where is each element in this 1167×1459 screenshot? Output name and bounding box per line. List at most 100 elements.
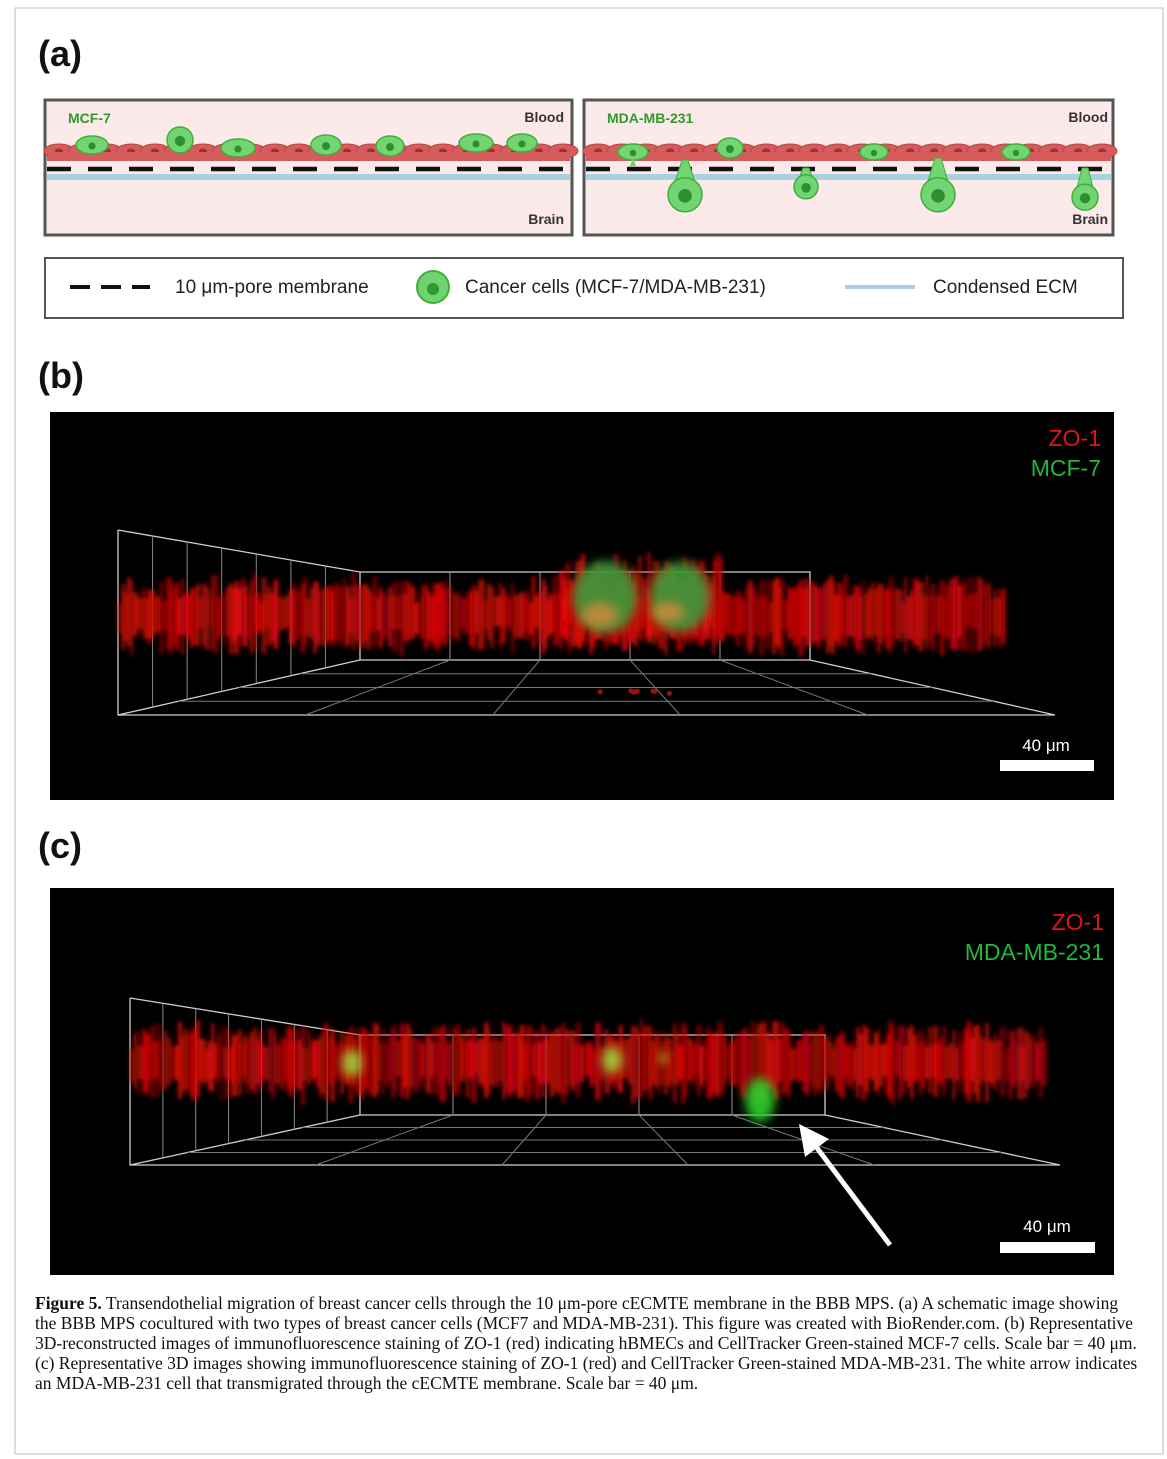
zo1-streak — [454, 1028, 457, 1095]
zo1-streak — [436, 1042, 439, 1082]
zo1-streak — [193, 589, 196, 646]
zo1-streak — [304, 1048, 307, 1081]
zo1-streak — [670, 1050, 673, 1082]
blood-label: Blood — [1068, 109, 1108, 125]
zo1-streak — [775, 1021, 778, 1100]
zo1-streak — [118, 603, 121, 633]
zo1-debris — [634, 689, 639, 694]
zo1-streak — [742, 601, 745, 635]
zo1-streak — [265, 594, 268, 629]
legend-label: 10 μm-pore membrane — [175, 277, 369, 298]
zo1-streak — [220, 1026, 223, 1101]
zo1-streak — [451, 1026, 454, 1093]
zo1-streak — [334, 1043, 337, 1080]
cancer-cell-signal — [602, 1046, 622, 1074]
zo1-streak — [382, 591, 385, 640]
zo1-streak — [943, 597, 946, 637]
cancer-cell-signal — [650, 562, 710, 632]
zo1-streak — [406, 1024, 410, 1099]
zo1-streak — [781, 579, 784, 656]
zo1-streak — [268, 586, 271, 646]
zo1-streak — [970, 576, 973, 653]
zo1-streak — [217, 597, 220, 638]
zo1-streak — [505, 1026, 508, 1093]
zo1-streak — [199, 598, 202, 629]
zo1-streak — [868, 588, 871, 637]
zo1-streak — [625, 1039, 628, 1079]
zo1-streak — [412, 1038, 415, 1093]
zo1-streak — [937, 595, 940, 634]
zo1-streak — [136, 1030, 139, 1095]
zo1-streak — [319, 591, 322, 643]
zo1-streak — [967, 595, 970, 628]
zo1-streak — [823, 583, 826, 640]
cell-line-label: MCF-7 — [68, 110, 111, 126]
cancer-cell-nucleus — [630, 150, 636, 156]
zo1-debris — [667, 691, 672, 696]
zo1-streak — [130, 1049, 134, 1082]
zo1-streak — [310, 1044, 313, 1082]
panel-label: (c) — [38, 825, 82, 866]
zo1-streak — [838, 583, 842, 646]
zo1-streak — [739, 594, 742, 634]
zo1-streak — [805, 578, 808, 646]
channel-label: MDA-MB-231 — [965, 939, 1104, 965]
zo1-streak — [352, 572, 355, 650]
zo1-streak — [889, 1021, 892, 1100]
zo1-streak — [856, 1027, 859, 1098]
zo1-streak — [583, 1046, 586, 1078]
zo1-streak — [181, 1036, 184, 1091]
cancer-cell-nucleus — [871, 150, 877, 156]
cancer-cell-signal — [342, 1049, 362, 1077]
cancer-cell-nucleus — [472, 140, 479, 147]
zo1-streak — [991, 600, 994, 634]
zo1-streak — [142, 589, 145, 638]
zo1-streak — [871, 582, 874, 642]
zo1-streak — [598, 1023, 601, 1101]
zo1-streak — [157, 596, 160, 633]
zo1-streak — [265, 1047, 268, 1081]
zo1-streak — [904, 577, 907, 652]
cancer-cell-nucleus — [88, 142, 95, 149]
zo1-streak — [409, 584, 413, 640]
zo1-streak — [835, 1037, 838, 1091]
zo1-streak — [463, 1043, 466, 1076]
zo1-streak — [706, 1026, 709, 1099]
zo1-streak — [484, 600, 487, 630]
zo1-streak — [481, 579, 484, 649]
endothelial-layer — [47, 152, 570, 161]
zo1-streak — [982, 1039, 985, 1081]
brain-label: Brain — [528, 211, 564, 227]
zo1-streak — [307, 598, 310, 636]
zo1-streak — [343, 578, 346, 648]
zo1-streak — [295, 590, 298, 641]
zo1-streak — [733, 597, 736, 635]
zo1-streak — [211, 575, 214, 650]
zo1-streak — [772, 1022, 775, 1098]
zo1-streak — [526, 1027, 529, 1102]
zo1-streak — [904, 1045, 907, 1080]
zo1-streak — [364, 1030, 367, 1090]
scale-bar — [1000, 1242, 1095, 1253]
zo1-streak — [832, 582, 835, 654]
zo1-streak — [895, 587, 898, 639]
zo1-streak — [700, 1046, 704, 1085]
zo1-streak — [496, 1038, 499, 1087]
zo1-streak — [406, 581, 409, 643]
zo1-streak — [547, 1031, 550, 1085]
zo1-streak — [169, 1038, 172, 1085]
scale-bar-label: 40 μm — [1022, 736, 1070, 755]
zo1-streak — [781, 1022, 784, 1096]
zo1-streak — [715, 1033, 718, 1096]
zo1-streak — [511, 583, 514, 653]
zo1-streak — [178, 598, 181, 634]
page: Figure 5 {"panels": [ {"label": "(a)", "… — [0, 0, 1167, 1459]
zo1-streak — [514, 1032, 517, 1091]
zo1-streak — [160, 582, 163, 654]
zo1-streak — [553, 1031, 556, 1090]
zo1-streak — [211, 1023, 214, 1093]
zo1-streak — [133, 1034, 136, 1087]
caption-text: Transendothelial migration of breast can… — [35, 1293, 1137, 1393]
zo1-streak — [1003, 589, 1006, 643]
zo1-streak — [319, 1034, 322, 1097]
